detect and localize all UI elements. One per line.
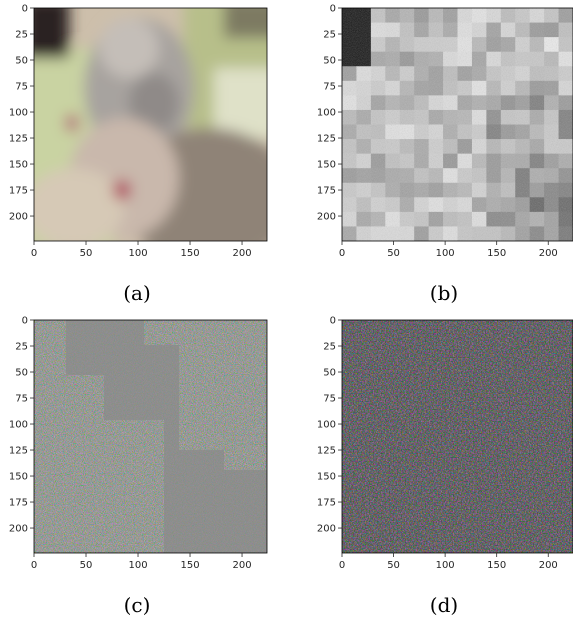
- panel-caption: (d): [430, 593, 458, 617]
- panel-caption: (b): [430, 281, 458, 305]
- y-tick-label: 100: [317, 420, 336, 431]
- y-tick-label: 25: [323, 342, 336, 353]
- panel-c-image: [34, 320, 267, 553]
- y-tick-label: 150: [317, 160, 336, 171]
- y-tick-label: 200: [317, 212, 336, 223]
- panel-b-image: [342, 8, 573, 241]
- y-tick-label: 50: [323, 368, 336, 379]
- y-tick-label: 175: [9, 186, 28, 197]
- y-tick-label: 125: [9, 446, 28, 457]
- y-tick-label: 0: [330, 4, 336, 15]
- x-tick-label: 150: [487, 560, 506, 571]
- y-tick-label: 75: [15, 82, 28, 93]
- y-tick-label: 75: [15, 394, 28, 405]
- y-tick-label: 75: [323, 82, 336, 93]
- y-tick-label: 150: [9, 472, 28, 483]
- x-tick-label: 100: [436, 248, 455, 259]
- x-tick-label: 100: [436, 560, 455, 571]
- x-tick-label: 50: [387, 248, 400, 259]
- y-tick-label: 175: [317, 498, 336, 509]
- y-tick-label: 50: [15, 368, 28, 379]
- x-tick-label: 0: [31, 248, 37, 259]
- y-tick-label: 0: [22, 316, 28, 327]
- panel-c-axes: 0 50 100 150 200 0 25 50 75 100 125 150 175 200 (c): [9, 316, 268, 617]
- y-tick-label: 125: [317, 446, 336, 457]
- x-tick-label: 150: [180, 560, 199, 571]
- x-tick-label: 50: [80, 248, 93, 259]
- y-tick-label: 100: [9, 108, 28, 119]
- x-tick-label: 50: [387, 560, 400, 571]
- panel-d-image: [342, 320, 573, 553]
- axes-frame: [33, 7, 268, 242]
- y-tick-label: 50: [323, 56, 336, 67]
- y-tick-label: 75: [323, 394, 336, 405]
- y-tick-label: 25: [15, 30, 28, 41]
- y-tick-label: 25: [323, 30, 336, 41]
- x-tick-label: 150: [487, 248, 506, 259]
- x-tick-label: 200: [539, 248, 558, 259]
- y-tick-label: 125: [9, 134, 28, 145]
- x-tick-label: 50: [80, 560, 93, 571]
- axes-frame: [341, 7, 573, 242]
- x-tick-label: 200: [232, 560, 251, 571]
- panel-d-axes: 0 50 100 150 200 0 25 50 75 100 125 150 175 200 (d): [317, 316, 573, 617]
- axes-frame: [341, 319, 573, 554]
- y-tick-label: 25: [15, 342, 28, 353]
- y-tick-label: 200: [9, 524, 28, 535]
- panel-a-axes: 0 50 100 150 200 0 25 50 75 100 125 150 175 200 (a): [9, 4, 268, 305]
- y-tick-label: 100: [317, 108, 336, 119]
- x-tick-label: 0: [339, 248, 345, 259]
- y-tick-label: 125: [317, 134, 336, 145]
- y-tick-label: 0: [330, 316, 336, 327]
- x-tick-label: 0: [31, 560, 37, 571]
- y-tick-label: 200: [317, 524, 336, 535]
- y-tick-label: 100: [9, 420, 28, 431]
- axes-frame: [33, 319, 268, 554]
- panel-a-image: [34, 8, 267, 241]
- y-tick-label: 175: [9, 498, 28, 509]
- y-tick-label: 150: [317, 472, 336, 483]
- x-tick-label: 0: [339, 560, 345, 571]
- x-tick-label: 200: [232, 248, 251, 259]
- panel-caption: (c): [124, 593, 151, 617]
- y-tick-label: 175: [317, 186, 336, 197]
- x-tick-label: 100: [128, 560, 147, 571]
- x-tick-label: 150: [180, 248, 199, 259]
- y-tick-label: 200: [9, 212, 28, 223]
- panel-caption: (a): [123, 281, 151, 305]
- panel-b-axes: 0 50 100 150 200 0 25 50 75 100 125 150 175 200 (b): [317, 4, 573, 305]
- x-tick-label: 100: [128, 248, 147, 259]
- y-tick-label: 50: [15, 56, 28, 67]
- y-tick-label: 150: [9, 160, 28, 171]
- y-tick-label: 0: [22, 4, 28, 15]
- x-tick-label: 200: [539, 560, 558, 571]
